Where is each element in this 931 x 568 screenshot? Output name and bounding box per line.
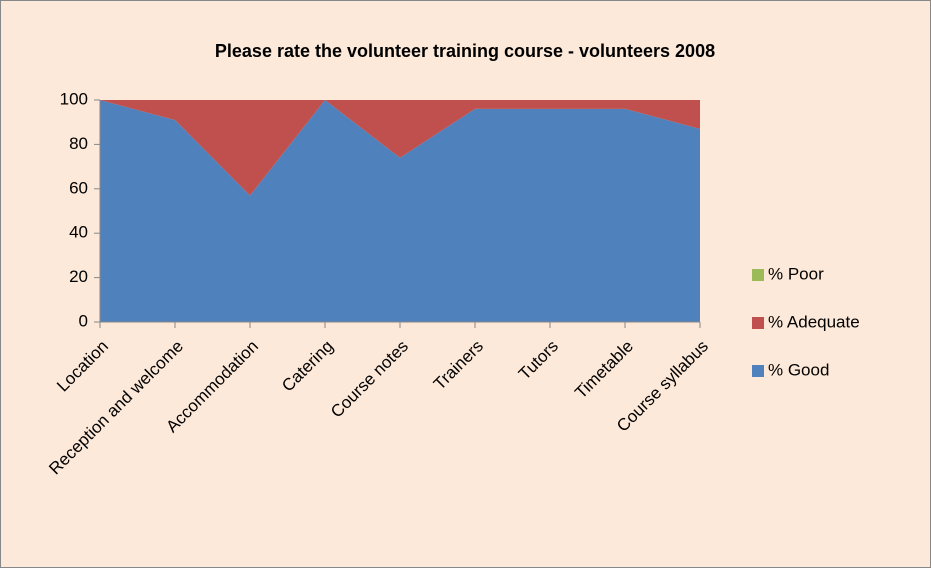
area: [100, 100, 700, 322]
y-tick-label: 0: [79, 311, 88, 330]
y-tick-label: 100: [60, 89, 88, 108]
area: [100, 100, 700, 196]
legend-label: % Good: [768, 360, 829, 379]
y-tick-label: 60: [69, 178, 88, 197]
legend-label: % Poor: [768, 264, 824, 283]
chart-title: Please rate the volunteer training cours…: [215, 41, 715, 61]
legend-swatch: [752, 317, 764, 329]
y-tick-label: 80: [69, 134, 88, 153]
legend-label: % Adequate: [768, 312, 860, 331]
y-tick-label: 20: [69, 267, 88, 286]
legend-swatch: [752, 269, 764, 281]
legend-swatch: [752, 365, 764, 377]
y-tick-label: 40: [69, 223, 88, 242]
